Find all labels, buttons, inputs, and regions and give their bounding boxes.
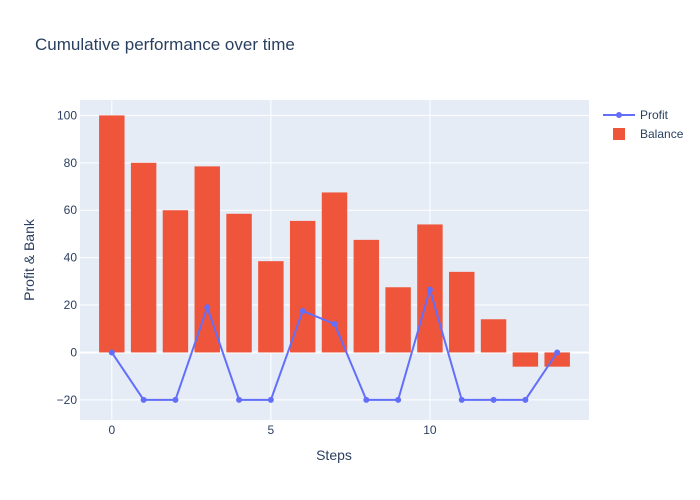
- legend-label-profit: Profit: [640, 108, 669, 122]
- y-tick-label: 100: [57, 108, 77, 122]
- profit-point[interactable]: [172, 396, 179, 403]
- bar-balance[interactable]: [321, 192, 348, 353]
- y-tick-label: −20: [57, 393, 78, 407]
- profit-point[interactable]: [395, 396, 402, 403]
- bar-balance[interactable]: [385, 287, 411, 353]
- bar-balance[interactable]: [130, 162, 157, 353]
- profit-point[interactable]: [554, 349, 561, 356]
- profit-point[interactable]: [204, 304, 211, 311]
- y-axis-title: Profit & Bank: [21, 218, 37, 301]
- legend-label-balance: Balance: [640, 127, 684, 141]
- bar-series-balance: [99, 115, 570, 367]
- y-tick-label: 80: [64, 156, 78, 170]
- chart-title: Cumulative performance over time: [35, 35, 295, 54]
- bar-balance[interactable]: [99, 115, 125, 353]
- bar-balance[interactable]: [480, 319, 507, 353]
- bar-balance[interactable]: [162, 210, 189, 353]
- x-tick-label: 10: [423, 423, 437, 437]
- profit-point[interactable]: [458, 396, 465, 403]
- bar-balance[interactable]: [258, 261, 284, 353]
- profit-point[interactable]: [236, 396, 243, 403]
- bar-balance[interactable]: [512, 352, 539, 367]
- x-axis-title: Steps: [316, 447, 352, 463]
- profit-point[interactable]: [363, 396, 370, 403]
- profit-point[interactable]: [140, 396, 147, 403]
- y-tick-label: 20: [64, 298, 78, 312]
- x-tick-label: 0: [108, 423, 115, 437]
- bar-balance[interactable]: [226, 213, 252, 353]
- bar-balance[interactable]: [194, 166, 220, 353]
- bar-balance[interactable]: [289, 220, 316, 353]
- profit-point[interactable]: [331, 321, 338, 327]
- y-tick-label: 40: [64, 251, 78, 265]
- profit-point[interactable]: [490, 396, 497, 403]
- x-tick-label: 5: [268, 423, 275, 437]
- profit-point[interactable]: [522, 396, 529, 403]
- y-tick-label: 60: [64, 203, 78, 217]
- legend-item-balance[interactable]: Balance: [613, 127, 684, 141]
- bar-balance[interactable]: [449, 271, 475, 353]
- line-series-profit: [108, 286, 561, 403]
- legend-swatch-balance: [613, 128, 625, 140]
- profit-point[interactable]: [299, 307, 306, 314]
- legend-item-profit[interactable]: Profit: [603, 108, 669, 122]
- legend-marker-profit: [616, 112, 622, 118]
- x-axis-ticks: 0 5 10: [108, 423, 436, 437]
- profit-point[interactable]: [108, 349, 115, 356]
- y-axis-ticks: −20 0 20 40 60 80 100: [57, 108, 78, 406]
- y-tick-label: 0: [70, 345, 77, 359]
- profit-point[interactable]: [267, 396, 274, 403]
- legend[interactable]: Profit Balance: [603, 108, 684, 141]
- profit-point[interactable]: [426, 286, 433, 293]
- bar-balance[interactable]: [353, 239, 380, 353]
